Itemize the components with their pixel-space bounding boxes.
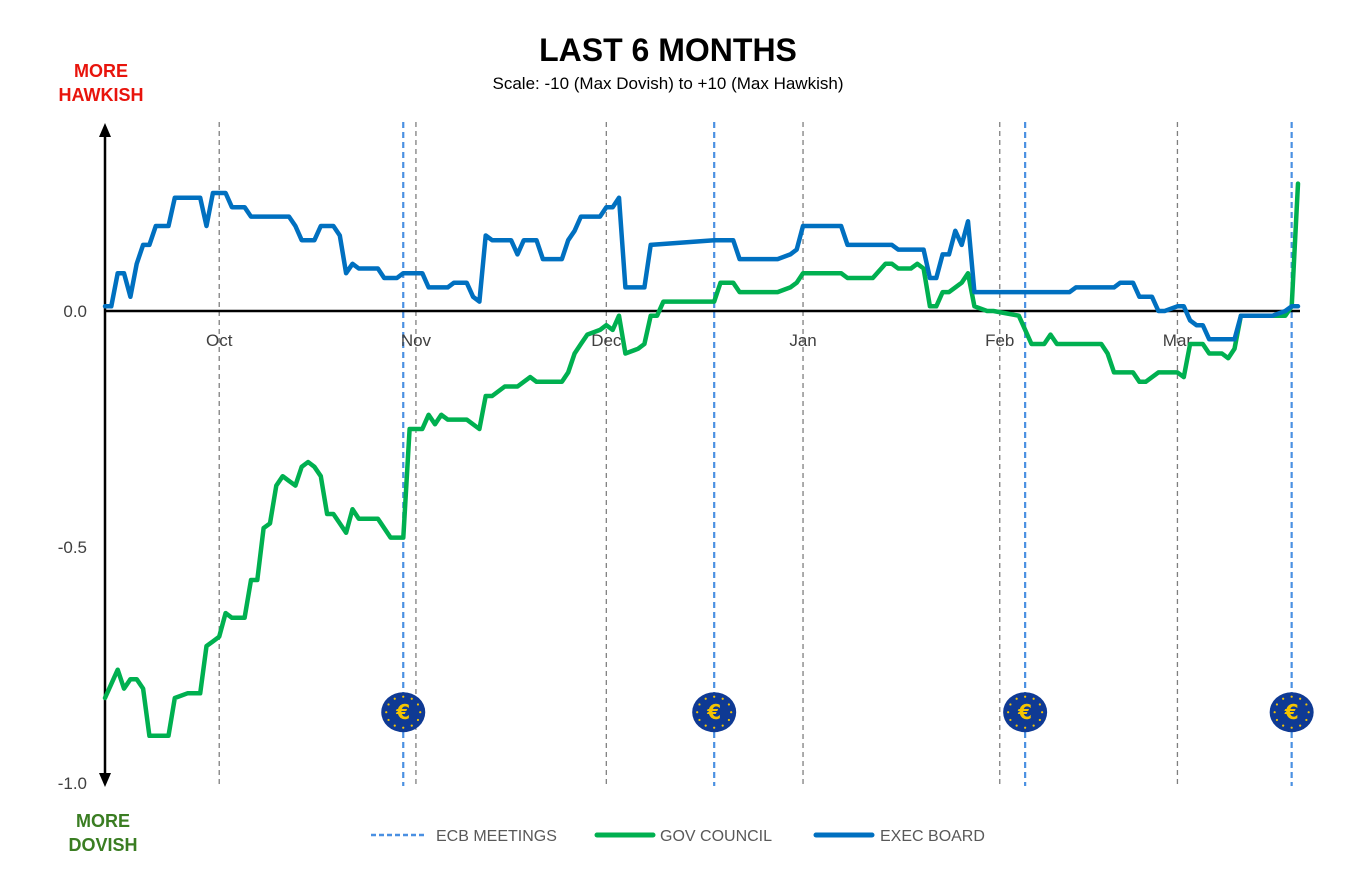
y-tick-label: 0.0 (63, 302, 87, 321)
y-axis-down-arrow-icon (99, 773, 111, 787)
y-axis-up-arrow-icon (99, 123, 111, 137)
chart-title: LAST 6 MONTHS (539, 32, 797, 68)
y-tick-label: -1.0 (58, 774, 87, 793)
svg-text:€: € (1017, 700, 1032, 724)
legend: ECB MEETINGS GOV COUNCIL EXEC BOARD (371, 828, 985, 845)
dovish-label-line2: DOVISH (68, 835, 137, 855)
svg-text:€: € (1284, 700, 1299, 724)
y-tick-labels: 0.0 -0.5 -1.0 (58, 302, 87, 793)
euro-coin-icon: € (1003, 692, 1048, 733)
ecb-meeting-icons: € € € € (381, 692, 1314, 733)
x-tick-dec: Dec (591, 331, 622, 350)
legend-exec-board-label: EXEC BOARD (880, 828, 985, 845)
chart-subtitle: Scale: -10 (Max Dovish) to +10 (Max Hawk… (493, 74, 844, 93)
hawkish-label-line1: MORE (74, 61, 128, 81)
x-tick-nov: Nov (401, 331, 432, 350)
series-line-gov-council (102, 181, 1301, 739)
svg-text:€: € (706, 700, 721, 724)
series-lines (102, 181, 1301, 739)
x-tick-jan: Jan (789, 331, 816, 350)
legend-gov-council-label: GOV COUNCIL (660, 828, 772, 845)
legend-ecb-meetings-label: ECB MEETINGS (436, 828, 557, 845)
x-tick-mar: Mar (1163, 331, 1193, 350)
euro-coin-icon: € (381, 692, 426, 733)
ecb-meeting-lines (402, 122, 1293, 786)
hawkish-label-line2: HAWKISH (59, 85, 144, 105)
series-line-exec-board (102, 190, 1301, 342)
euro-coin-icon: € (692, 692, 737, 733)
svg-text:€: € (395, 700, 410, 724)
x-tick-oct: Oct (206, 331, 233, 350)
y-tick-label: -0.5 (58, 538, 87, 557)
x-tick-feb: Feb (985, 331, 1014, 350)
euro-coin-icon: € (1269, 692, 1314, 733)
dovish-label-line1: MORE (76, 811, 130, 831)
x-tick-labels: Oct Nov Dec Jan Feb Mar (206, 331, 1192, 350)
month-gridlines (218, 122, 1179, 786)
